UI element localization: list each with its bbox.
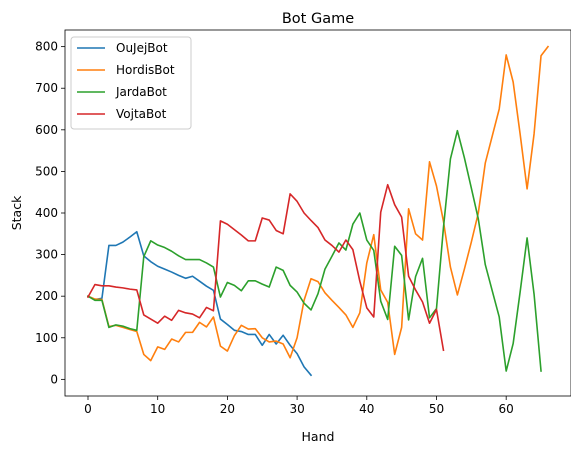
y-axis: 0 100 200 300 400 500 600 700 800 [35,40,65,386]
x-tick-label: 10 [150,402,165,416]
legend-label-0: OuJejBot [116,41,168,55]
plot-lines [86,45,550,377]
series-line-3 [86,183,445,352]
legend-label-2: JardaBot [115,85,167,99]
y-tick-label: 500 [35,164,58,178]
x-tick-label: 0 [84,402,92,416]
y-tick-label: 400 [35,206,58,220]
legend: OuJejBot HordisBot JardaBot VojtaBot [70,36,192,130]
y-tick-label: 100 [35,331,58,345]
legend-box [70,36,192,130]
x-axis: 0 10 20 30 40 50 60 [84,396,514,416]
x-axis-label: Hand [302,429,335,444]
y-tick-label: 0 [50,372,58,386]
series-line-2 [86,129,542,372]
series-line-1 [86,45,550,362]
y-tick-label: 600 [35,123,58,137]
x-tick-label: 60 [499,402,514,416]
y-tick-label: 200 [35,289,58,303]
x-tick-label: 40 [359,402,374,416]
chart-title: Bot Game [282,11,354,27]
y-tick-label: 700 [35,81,58,95]
x-tick-label: 30 [289,402,304,416]
legend-label-1: HordisBot [116,63,175,77]
legend-label-3: VojtaBot [116,107,167,121]
y-tick-label: 300 [35,248,58,262]
series-line-0 [86,230,313,377]
x-tick-label: 50 [429,402,444,416]
y-tick-label: 800 [35,40,58,54]
x-tick-label: 20 [220,402,235,416]
y-axis-label: Stack [9,195,24,230]
